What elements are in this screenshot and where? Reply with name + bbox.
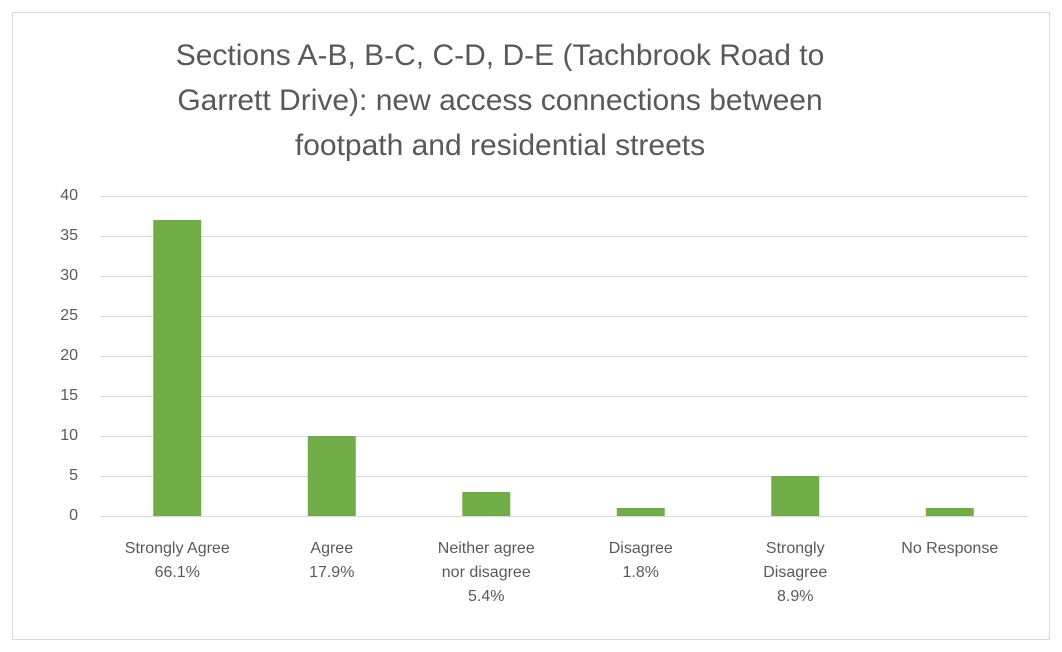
x-tick-label-line: 66.1% xyxy=(155,564,200,581)
x-tick-label-line: 17.9% xyxy=(309,564,354,581)
bar xyxy=(307,436,356,516)
x-tick-label: Agree 17.9% xyxy=(309,540,354,581)
x-tick-label-line: Agree xyxy=(310,540,353,557)
y-tick-label: 20 xyxy=(60,347,78,364)
y-tick-label: 10 xyxy=(60,427,78,444)
x-tick-label-line: No Response xyxy=(901,540,998,557)
bar xyxy=(771,476,820,516)
chart-title: footpath and residential streets xyxy=(295,129,705,162)
y-tick-label: 40 xyxy=(60,187,78,204)
x-tick-label: Disagree 1.8% xyxy=(609,540,673,581)
chart-title: Sections A-B, B-C, C-D, D-E (Tachbrook R… xyxy=(176,39,825,72)
x-tick-label-line: Disagree xyxy=(609,540,673,557)
bar xyxy=(462,492,511,516)
bar xyxy=(925,508,974,516)
x-tick-label-line: 1.8% xyxy=(623,564,659,581)
x-tick-label: Neither agree nor disagree 5.4% xyxy=(438,540,535,605)
bar xyxy=(616,508,665,516)
x-tick-label-line: Strongly xyxy=(766,540,825,557)
x-tick-label: Strongly Agree 66.1% xyxy=(125,540,230,581)
y-tick-label: 30 xyxy=(60,267,78,284)
y-tick-label: 35 xyxy=(60,227,78,244)
y-tick-label: 25 xyxy=(60,307,78,324)
y-tick-label: 5 xyxy=(69,467,78,484)
chart-title: Garrett Drive): new access connections b… xyxy=(177,84,822,117)
x-tick-label-line: Strongly Agree xyxy=(125,540,230,557)
x-tick-label-line: nor disagree xyxy=(442,564,531,581)
x-tick-label-line: Disagree xyxy=(763,564,827,581)
x-tick-label: No Response xyxy=(901,540,998,557)
y-tick-label: 0 xyxy=(69,507,78,524)
x-tick-label-line: 5.4% xyxy=(468,588,504,605)
y-tick-label: 15 xyxy=(60,387,78,404)
bar xyxy=(153,220,202,516)
x-tick-label-line: Neither agree xyxy=(438,540,535,557)
x-tick-label: Strongly Disagree 8.9% xyxy=(763,540,827,605)
x-tick-label-line: 8.9% xyxy=(777,588,813,605)
